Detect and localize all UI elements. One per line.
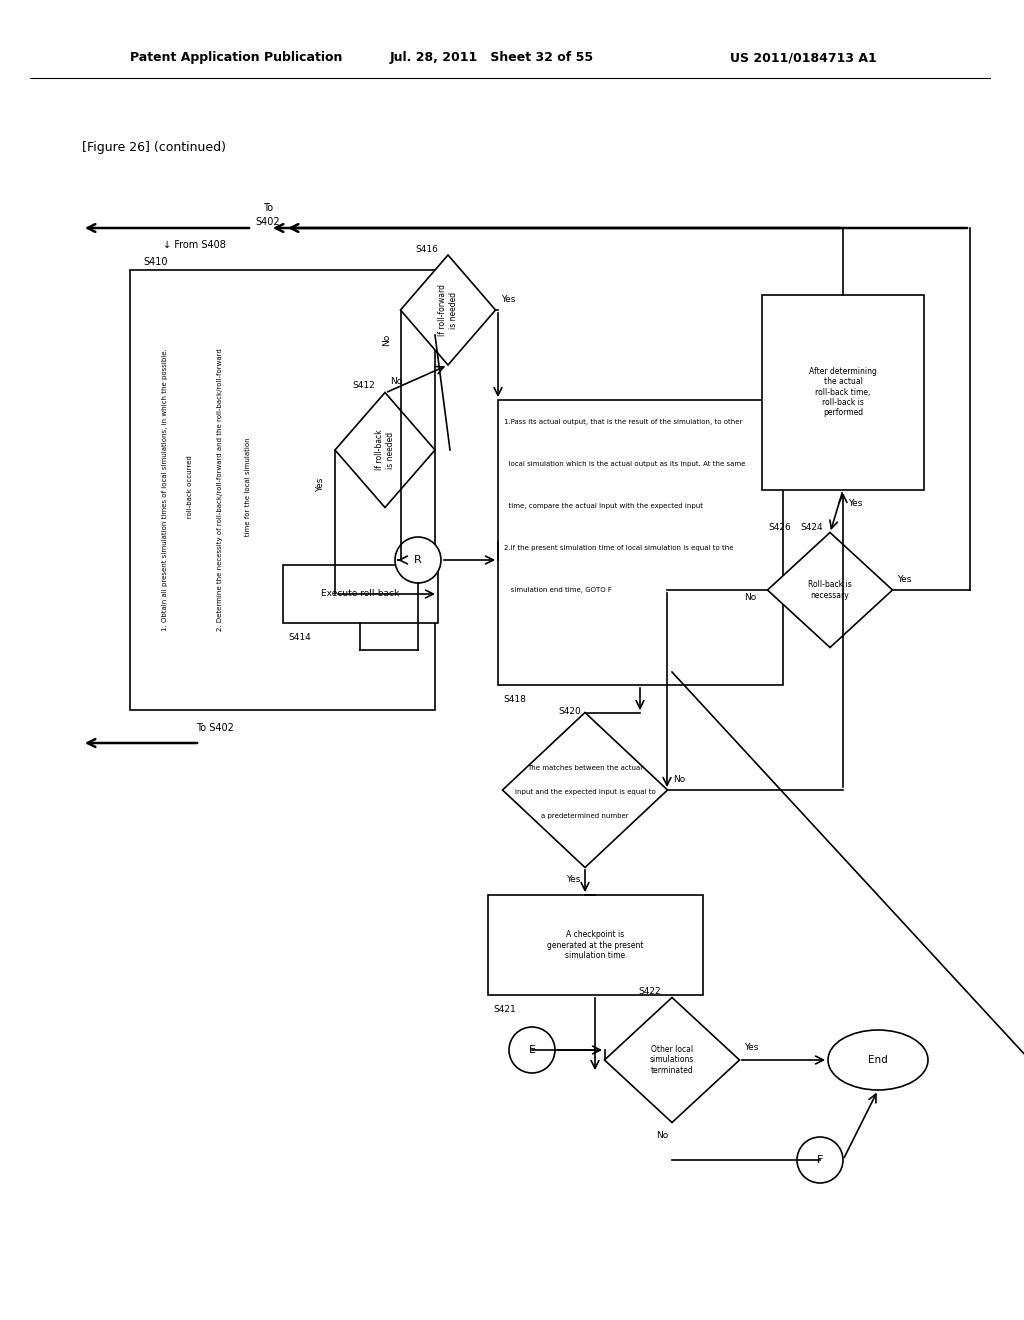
Bar xyxy=(130,271,435,710)
Bar xyxy=(488,895,703,995)
Text: S416: S416 xyxy=(415,246,438,255)
Text: a predetermined number: a predetermined number xyxy=(542,813,629,818)
Text: 1.Pass its actual output, that is the result of the simulation, to other: 1.Pass its actual output, that is the re… xyxy=(504,418,742,425)
Text: S421: S421 xyxy=(493,1005,516,1014)
Ellipse shape xyxy=(828,1030,928,1090)
Text: To: To xyxy=(263,203,273,213)
Text: 2.If the present simulation time of local simulation is equal to the: 2.If the present simulation time of loca… xyxy=(504,545,733,550)
Text: roll-back occurred: roll-back occurred xyxy=(187,455,193,525)
Text: US 2011/0184713 A1: US 2011/0184713 A1 xyxy=(730,51,877,65)
Text: S422: S422 xyxy=(638,987,660,997)
Text: local simulation which is the actual output as its input. At the same: local simulation which is the actual out… xyxy=(504,461,745,467)
Text: S420: S420 xyxy=(558,708,581,717)
Bar xyxy=(762,294,924,490)
Text: No: No xyxy=(383,334,391,346)
Text: time for the local simulation: time for the local simulation xyxy=(245,437,251,543)
Text: R: R xyxy=(414,554,422,565)
Polygon shape xyxy=(503,713,668,867)
Text: Yes: Yes xyxy=(566,874,581,883)
Text: Yes: Yes xyxy=(848,499,862,508)
Polygon shape xyxy=(335,392,435,507)
Text: S402: S402 xyxy=(256,216,281,227)
Text: ↓ From S408: ↓ From S408 xyxy=(163,240,226,249)
Text: 1. Obtain all present simulation times of local simulations, in which the possib: 1. Obtain all present simulation times o… xyxy=(162,348,168,631)
Text: Patent Application Publication: Patent Application Publication xyxy=(130,51,342,65)
Text: If roll-back
is needed: If roll-back is needed xyxy=(376,430,394,470)
Text: End: End xyxy=(868,1055,888,1065)
Text: time, compare the actual input with the expected input: time, compare the actual input with the … xyxy=(504,503,703,510)
Text: simulation end time, GOTO F: simulation end time, GOTO F xyxy=(504,587,612,593)
Text: S424: S424 xyxy=(800,524,822,532)
Text: F: F xyxy=(817,1155,823,1166)
Text: [Figure 26] (continued): [Figure 26] (continued) xyxy=(82,141,226,154)
Circle shape xyxy=(395,537,441,583)
Text: S412: S412 xyxy=(352,380,375,389)
Text: No: No xyxy=(390,376,402,385)
Text: No: No xyxy=(743,594,756,602)
Text: Jul. 28, 2011   Sheet 32 of 55: Jul. 28, 2011 Sheet 32 of 55 xyxy=(390,51,594,65)
Text: After determining
the actual
roll-back time,
roll-back is
performed: After determining the actual roll-back t… xyxy=(809,367,877,417)
Bar xyxy=(283,565,438,623)
Bar xyxy=(498,400,783,685)
Text: The matches between the actual: The matches between the actual xyxy=(527,766,643,771)
Text: S426: S426 xyxy=(768,524,791,532)
Text: 2. Determine the necessity of roll-back/roll-forward and the roll-back/roll-forw: 2. Determine the necessity of roll-back/… xyxy=(217,348,223,631)
Text: Roll-back is
necessary: Roll-back is necessary xyxy=(808,581,852,599)
Text: Yes: Yes xyxy=(316,478,326,492)
Text: E: E xyxy=(528,1045,536,1055)
Text: No: No xyxy=(656,1131,668,1140)
Text: Yes: Yes xyxy=(897,576,911,585)
Text: Yes: Yes xyxy=(501,296,515,305)
Text: Yes: Yes xyxy=(744,1044,759,1052)
Circle shape xyxy=(797,1137,843,1183)
Text: Other local
simulations
terminated: Other local simulations terminated xyxy=(650,1045,694,1074)
Text: S414: S414 xyxy=(288,632,310,642)
Text: input and the expected input is equal to: input and the expected input is equal to xyxy=(515,789,655,795)
Text: If roll-forward
is needed: If roll-forward is needed xyxy=(438,284,458,337)
Text: A checkpoint is
generated at the present
simulation time: A checkpoint is generated at the present… xyxy=(547,931,643,960)
Text: No: No xyxy=(673,776,685,784)
Text: S410: S410 xyxy=(143,257,168,267)
Polygon shape xyxy=(604,998,739,1122)
Polygon shape xyxy=(768,532,893,648)
Circle shape xyxy=(509,1027,555,1073)
Text: S418: S418 xyxy=(503,694,526,704)
Text: Execute roll-back: Execute roll-back xyxy=(321,590,399,598)
Polygon shape xyxy=(400,255,496,366)
Text: To S402: To S402 xyxy=(196,723,233,733)
